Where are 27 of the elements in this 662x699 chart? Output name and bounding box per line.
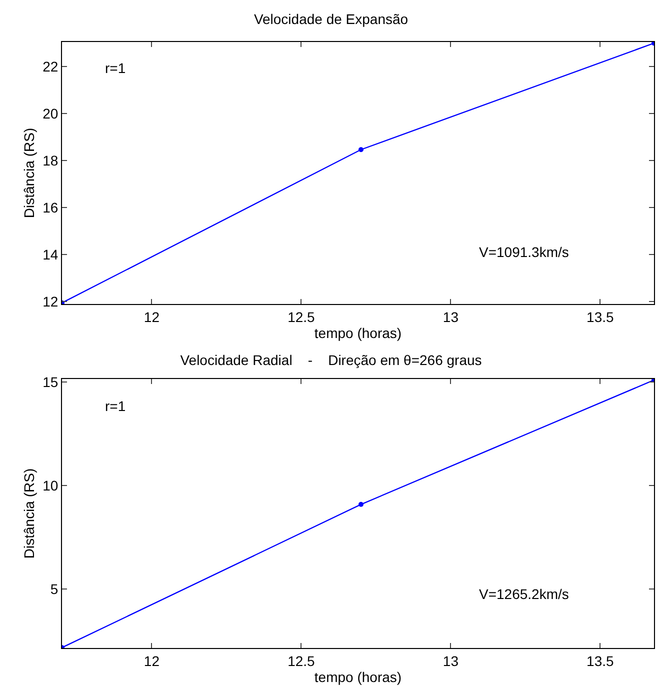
x-tick-label: 13.5 — [586, 308, 614, 325]
x-tick-label: 13 — [442, 308, 459, 325]
y-tick-label: 16 — [42, 200, 58, 216]
x-tick-label: 12.5 — [288, 308, 316, 325]
chart-title: Velocidade de Expansão — [254, 10, 408, 27]
y-tick-label: 22 — [42, 58, 58, 75]
x-axis-title: tempo (horas) — [314, 325, 402, 342]
y-tick-label: 5 — [50, 580, 58, 597]
y-tick-label: 20 — [42, 106, 58, 122]
x-tick-label: 13.5 — [586, 652, 614, 669]
annotation: r=1 — [105, 398, 126, 414]
annotation: V=1265.2km/s — [479, 586, 569, 602]
x-tick-label: 12.5 — [288, 652, 316, 669]
y-tick-label: 18 — [42, 152, 58, 169]
x-tick-label: 12 — [144, 308, 160, 325]
x-tick-label: 12 — [144, 652, 160, 669]
y-axis-title: Distância (RS) — [21, 468, 38, 559]
x-tick-label: 13 — [442, 652, 459, 669]
y-tick-label: 14 — [42, 246, 58, 263]
y-tick-label: 15 — [42, 374, 58, 390]
chart-title: Velocidade Radial - Direção em θ=266 graus — [180, 352, 482, 368]
y-axis-title: Distância (RS) — [21, 128, 38, 218]
annotation: V=1091.3km/s — [479, 244, 569, 260]
y-tick-label: 10 — [42, 477, 58, 494]
y-tick-label: 12 — [42, 294, 58, 310]
x-axis-title: tempo (horas) — [314, 669, 402, 686]
annotation: r=1 — [105, 60, 126, 76]
